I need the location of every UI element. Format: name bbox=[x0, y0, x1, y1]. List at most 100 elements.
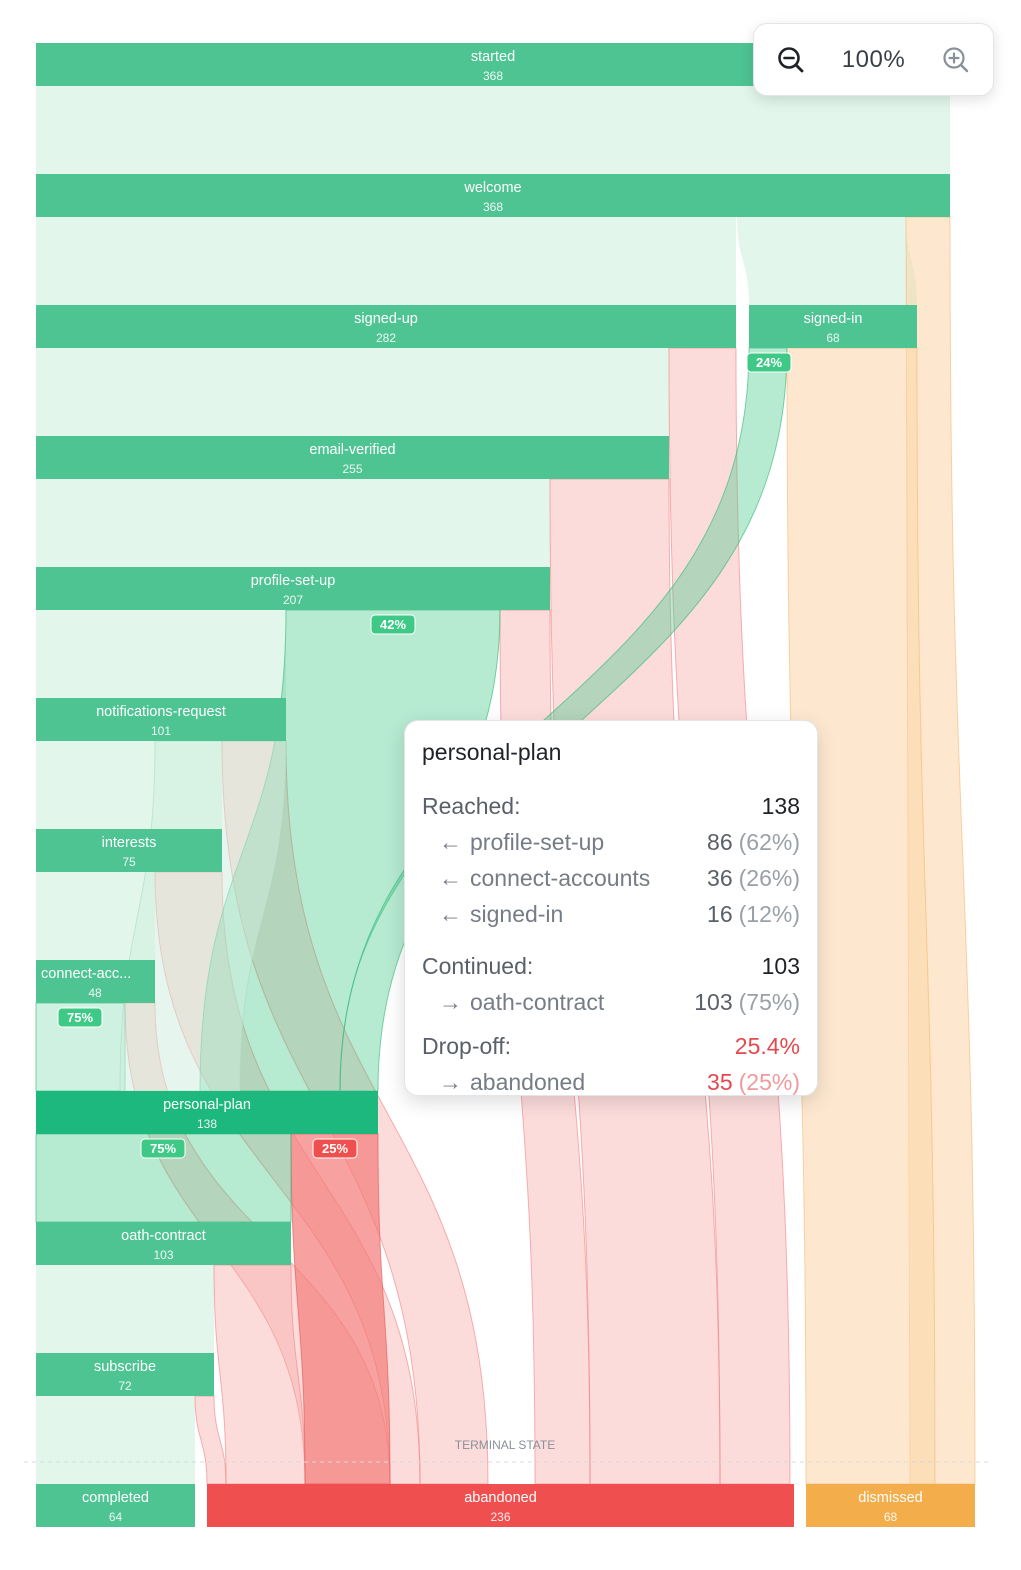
target-name: oath-contract bbox=[470, 988, 605, 1015]
source-value: 36 bbox=[707, 864, 733, 891]
dropoff-value: 25.4% bbox=[734, 1032, 800, 1059]
node-label: personal-plan bbox=[163, 1097, 251, 1113]
node-label: profile-set-up bbox=[251, 573, 336, 589]
node-count: 282 bbox=[376, 331, 396, 345]
node-label: dismissed bbox=[858, 1490, 922, 1506]
drop-name: abandoned bbox=[470, 1068, 586, 1095]
node-connect-accounts bbox=[36, 960, 155, 1003]
continued-label: Continued: bbox=[422, 952, 534, 979]
reached-value: 138 bbox=[761, 792, 800, 819]
node-count: 64 bbox=[109, 1510, 123, 1524]
node-personal-plan bbox=[36, 1091, 378, 1134]
arrow-left-icon: ← bbox=[439, 900, 462, 927]
node-label: subscribe bbox=[94, 1359, 156, 1375]
tooltip-title: personal-plan bbox=[422, 739, 562, 765]
node-label: abandoned bbox=[464, 1490, 537, 1506]
node-label: notifications-request bbox=[96, 704, 226, 720]
percent-badge-label: 42% bbox=[380, 617, 406, 632]
node-abandoned bbox=[207, 1484, 794, 1527]
node-count: 72 bbox=[118, 1379, 132, 1393]
reached-row: Reached: 138 bbox=[422, 788, 800, 824]
zoom-out-button[interactable] bbox=[776, 45, 806, 75]
node-count: 101 bbox=[151, 724, 171, 738]
node-welcome bbox=[36, 174, 950, 217]
node-label: started bbox=[471, 49, 515, 65]
continued-value: 103 bbox=[761, 952, 800, 979]
percent-badge-label: 75% bbox=[67, 1010, 93, 1025]
node-label: email-verified bbox=[309, 442, 395, 458]
source-row: ← profile-set-up 86 (62%) bbox=[422, 824, 800, 860]
continue-band bbox=[36, 1265, 214, 1353]
source-name: signed-in bbox=[470, 900, 564, 927]
terminal-label: TERMINAL STATE bbox=[455, 1438, 555, 1452]
node-count: 68 bbox=[884, 1510, 898, 1524]
node-interests bbox=[36, 829, 222, 872]
dropoff-row: Drop-off: 25.4% bbox=[422, 1028, 800, 1064]
node-count: 138 bbox=[197, 1117, 217, 1131]
zoom-in-icon bbox=[943, 46, 969, 72]
target-pct: (75%) bbox=[738, 988, 800, 1015]
node-label: signed-up bbox=[354, 311, 418, 327]
source-row: ← signed-in 16 (12%) bbox=[422, 896, 800, 932]
node-profile-set-up bbox=[36, 567, 550, 610]
source-pct: (26%) bbox=[738, 864, 800, 891]
dropoff-label: Drop-off: bbox=[422, 1032, 512, 1059]
arrow-right-icon: → bbox=[439, 1068, 462, 1095]
reached-label: Reached: bbox=[422, 792, 521, 819]
continue-band bbox=[36, 610, 286, 698]
percent-badge-label: 24% bbox=[756, 355, 782, 370]
drop-pct: (25%) bbox=[738, 1068, 800, 1095]
drop-link bbox=[194, 1395, 227, 1485]
node-label: completed bbox=[82, 1490, 149, 1506]
source-name: connect-accounts bbox=[470, 864, 651, 891]
continue-band bbox=[737, 217, 917, 305]
continue-band bbox=[36, 86, 950, 174]
node-email-verified bbox=[36, 436, 669, 479]
target-value: 103 bbox=[694, 988, 733, 1015]
node-count: 68 bbox=[826, 331, 840, 345]
zoom-level: 100% bbox=[841, 45, 906, 73]
node-oath-contract bbox=[36, 1222, 291, 1265]
continue-band bbox=[36, 479, 550, 567]
percent-badge bbox=[312, 1138, 358, 1159]
node-tooltip: personal-plan Reached: 138 ← profile-set-… bbox=[404, 720, 818, 1096]
arrow-left-icon: ← bbox=[439, 864, 462, 891]
source-value: 16 bbox=[707, 900, 733, 927]
zoom-out-icon bbox=[778, 46, 804, 72]
node-signed-up bbox=[36, 305, 736, 348]
continue-band bbox=[36, 217, 736, 305]
arrow-left-icon: ← bbox=[439, 828, 462, 855]
continue-band bbox=[36, 348, 669, 436]
percent-badge-label: 25% bbox=[322, 1141, 348, 1156]
zoom-in-button[interactable] bbox=[941, 45, 971, 75]
node-count: 75 bbox=[122, 855, 136, 869]
node-label: oath-contract bbox=[121, 1228, 206, 1244]
node-count: 255 bbox=[342, 462, 362, 476]
node-count: 368 bbox=[483, 69, 503, 83]
node-signed-in bbox=[749, 305, 917, 348]
node-label: signed-in bbox=[804, 311, 863, 327]
arrow-right-icon: → bbox=[439, 988, 462, 1015]
percent-badge bbox=[140, 1138, 186, 1159]
drop-value: 35 bbox=[707, 1068, 733, 1095]
zoom-control: 100% bbox=[753, 23, 994, 96]
node-notifications-request bbox=[36, 698, 286, 741]
percent-badge bbox=[57, 1007, 103, 1028]
drop-link bbox=[213, 1264, 306, 1485]
percent-badge bbox=[370, 614, 416, 635]
node-count: 48 bbox=[88, 986, 102, 1000]
percent-badge-label: 75% bbox=[150, 1141, 176, 1156]
node-label: interests bbox=[102, 835, 157, 851]
source-pct: (12%) bbox=[738, 900, 800, 927]
drop-link-highlighted bbox=[290, 1133, 391, 1485]
target-row: → oath-contract 103 (75%) bbox=[422, 984, 800, 1020]
node-count: 368 bbox=[483, 200, 503, 214]
node-subscribe bbox=[36, 1353, 214, 1396]
node-count: 236 bbox=[490, 1510, 510, 1524]
node-count: 103 bbox=[153, 1248, 173, 1262]
continued-row: Continued: 103 bbox=[422, 948, 800, 984]
drop-row: → abandoned 35 (25%) bbox=[422, 1064, 800, 1100]
node-dismissed bbox=[806, 1484, 975, 1527]
percent-badge bbox=[746, 352, 792, 373]
